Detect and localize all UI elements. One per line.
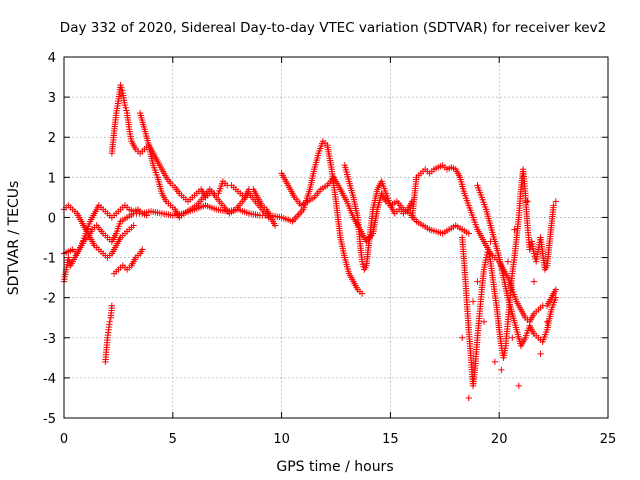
- x-tick-label: 5: [169, 432, 177, 447]
- data-point: [265, 214, 272, 221]
- y-axis-label: SDTVAR / TECUs: [6, 181, 22, 296]
- trace-marker: [122, 104, 129, 112]
- data-point: [65, 254, 72, 261]
- y-tick-label: 1: [48, 171, 56, 186]
- data-point: [537, 350, 544, 358]
- trace-marker: [65, 257, 73, 264]
- y-tick-label: -5: [43, 412, 56, 427]
- data-point: [552, 198, 559, 205]
- data-point: [459, 334, 466, 341]
- data-point: [509, 334, 516, 341]
- data-point: [108, 302, 116, 309]
- data-point: [511, 226, 518, 233]
- data-point: [491, 358, 499, 366]
- data-point: [550, 290, 557, 297]
- y-tick-label: 3: [48, 91, 56, 106]
- y-tick-label: -4: [43, 372, 56, 387]
- y-tick-label: 0: [48, 211, 56, 226]
- x-tick-label: 25: [600, 432, 617, 447]
- data-point: [106, 318, 113, 325]
- data-point: [552, 294, 559, 301]
- trace-marker: [297, 209, 304, 217]
- y-tick-label: -3: [43, 332, 56, 347]
- data-point: [487, 238, 494, 245]
- data-point: [121, 101, 129, 109]
- trace-marker: [293, 213, 301, 220]
- data-point: [271, 222, 279, 229]
- data-points: [60, 81, 559, 402]
- data-point: [530, 278, 538, 285]
- data-point: [469, 298, 477, 305]
- data-point: [480, 318, 488, 325]
- chart-title: Day 332 of 2020, Sidereal Day-to-day VTE…: [60, 20, 606, 36]
- y-tick-label: -2: [43, 292, 56, 307]
- data-point: [515, 382, 522, 390]
- data-point: [550, 202, 557, 209]
- plot-frame: [63, 56, 609, 419]
- x-tick-label: 20: [491, 432, 508, 447]
- trace-marker: [118, 87, 126, 94]
- data-point: [139, 246, 146, 253]
- data-point: [474, 278, 481, 285]
- axes: -5 -4 -3 -2 -1 0 1 2 3 4 0 5 10 15 20 25: [43, 51, 616, 447]
- x-tick-label: 15: [382, 432, 399, 447]
- data-point: [524, 198, 531, 205]
- data-point: [143, 212, 150, 219]
- trace-marker: [118, 84, 125, 91]
- trace-marker: [359, 261, 367, 268]
- x-axis-label: GPS time / hours: [276, 459, 393, 475]
- data-point: [130, 222, 137, 229]
- data-point: [530, 250, 538, 257]
- y-tick-label: -1: [43, 252, 56, 267]
- x-tick-label: 0: [60, 432, 68, 447]
- data-point: [552, 286, 559, 293]
- data-point: [504, 258, 512, 265]
- data-point: [498, 366, 505, 374]
- data-point: [482, 254, 490, 261]
- y-tick-label: 4: [48, 51, 56, 66]
- data-point: [117, 81, 124, 89]
- data-point: [526, 246, 533, 253]
- data-point: [358, 290, 366, 297]
- data-point: [465, 230, 472, 237]
- x-tick-label: 10: [273, 432, 290, 447]
- y-tick-label: 2: [48, 131, 56, 146]
- data-point: [465, 394, 472, 402]
- data-point: [543, 318, 551, 325]
- trace-marker: [123, 107, 130, 114]
- trace-marker: [295, 211, 302, 218]
